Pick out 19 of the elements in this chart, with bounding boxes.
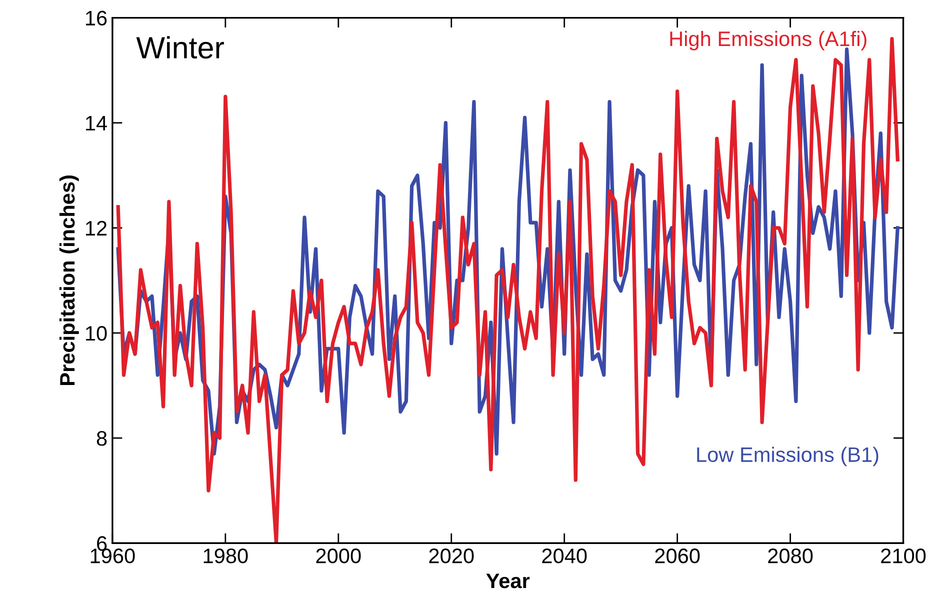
x-tick-label: 1980: [204, 548, 248, 564]
x-tick-label: 2020: [429, 548, 474, 564]
annotation: Winter: [136, 36, 224, 59]
y-tick-label: 14: [86, 116, 107, 130]
x-tick-label: 2040: [542, 548, 587, 564]
y-tick-label: 12: [86, 220, 107, 236]
x-tick-label: 2000: [316, 548, 361, 564]
y-tick-label: 10: [86, 326, 107, 341]
y-axis-title: Precipitation (inches): [59, 176, 79, 385]
x-axis-title: Year: [486, 574, 530, 588]
x-tick-label: 2080: [768, 548, 813, 564]
x-tick-label: 1960: [90, 548, 135, 564]
x-tick-label: 2100: [881, 548, 926, 564]
x-tick-label: 2060: [655, 548, 700, 564]
text: Low Emissions (B1): [697, 446, 878, 466]
y-tick-label: 6: [97, 536, 107, 551]
y-tick-label: 16: [86, 10, 107, 26]
y-tick-label: 8: [96, 431, 107, 446]
series-label: High Emissions (A1fi): [670, 30, 866, 50]
